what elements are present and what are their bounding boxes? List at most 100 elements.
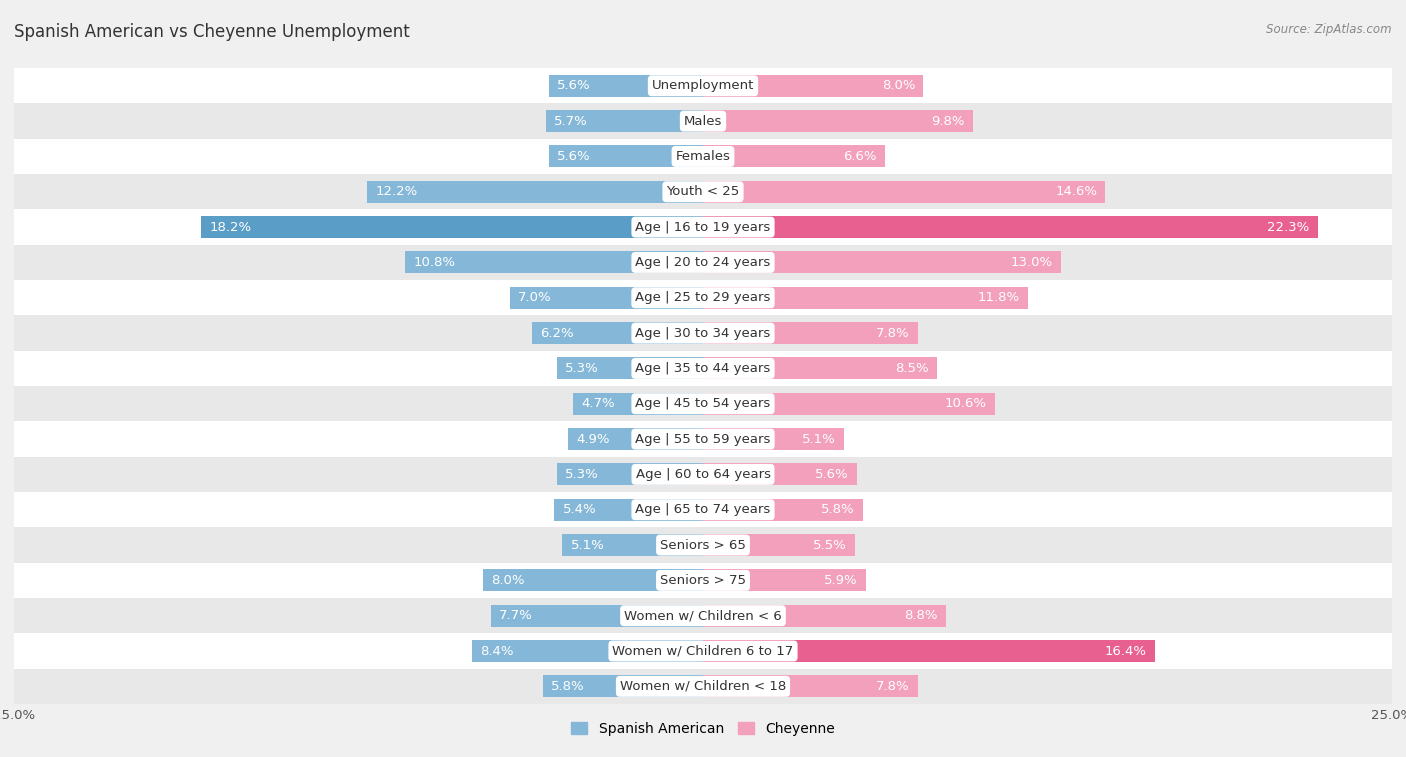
Bar bbox=[543, 675, 703, 697]
Text: 8.0%: 8.0% bbox=[882, 79, 915, 92]
Bar bbox=[703, 145, 884, 167]
Bar bbox=[14, 668, 1392, 704]
Text: 7.0%: 7.0% bbox=[519, 291, 553, 304]
Text: 5.8%: 5.8% bbox=[821, 503, 855, 516]
Bar bbox=[510, 287, 703, 309]
Text: 10.8%: 10.8% bbox=[413, 256, 456, 269]
Bar bbox=[14, 68, 1392, 104]
Bar bbox=[14, 456, 1392, 492]
Bar bbox=[405, 251, 703, 273]
Bar bbox=[703, 428, 844, 450]
Text: 8.4%: 8.4% bbox=[479, 644, 513, 658]
Text: 8.8%: 8.8% bbox=[904, 609, 938, 622]
Bar bbox=[703, 463, 858, 485]
Bar bbox=[14, 280, 1392, 316]
Text: Age | 65 to 74 years: Age | 65 to 74 years bbox=[636, 503, 770, 516]
Bar bbox=[14, 245, 1392, 280]
Text: 5.4%: 5.4% bbox=[562, 503, 596, 516]
Bar bbox=[491, 605, 703, 627]
Bar bbox=[471, 640, 703, 662]
Text: 5.3%: 5.3% bbox=[565, 468, 599, 481]
Bar bbox=[574, 393, 703, 415]
Text: 11.8%: 11.8% bbox=[977, 291, 1019, 304]
Bar bbox=[14, 139, 1392, 174]
Bar bbox=[14, 598, 1392, 634]
Bar bbox=[14, 174, 1392, 210]
Text: Age | 20 to 24 years: Age | 20 to 24 years bbox=[636, 256, 770, 269]
Text: Age | 16 to 19 years: Age | 16 to 19 years bbox=[636, 220, 770, 234]
Text: Age | 25 to 29 years: Age | 25 to 29 years bbox=[636, 291, 770, 304]
Bar bbox=[703, 181, 1105, 203]
Text: 4.9%: 4.9% bbox=[576, 432, 610, 446]
Bar bbox=[548, 145, 703, 167]
Bar bbox=[703, 499, 863, 521]
Bar bbox=[548, 75, 703, 97]
Text: 5.1%: 5.1% bbox=[801, 432, 835, 446]
Text: 5.5%: 5.5% bbox=[813, 538, 846, 552]
Text: 5.6%: 5.6% bbox=[557, 150, 591, 163]
Text: 5.9%: 5.9% bbox=[824, 574, 858, 587]
Text: 5.6%: 5.6% bbox=[557, 79, 591, 92]
Text: 5.3%: 5.3% bbox=[565, 362, 599, 375]
Text: Females: Females bbox=[675, 150, 731, 163]
Bar bbox=[703, 322, 918, 344]
Bar bbox=[562, 534, 703, 556]
Bar bbox=[367, 181, 703, 203]
Bar bbox=[14, 210, 1392, 245]
Bar bbox=[703, 75, 924, 97]
Text: Males: Males bbox=[683, 114, 723, 128]
Text: 6.2%: 6.2% bbox=[540, 326, 574, 340]
Bar bbox=[14, 386, 1392, 422]
Text: Seniors > 75: Seniors > 75 bbox=[659, 574, 747, 587]
Legend: Spanish American, Cheyenne: Spanish American, Cheyenne bbox=[565, 716, 841, 742]
Text: 10.6%: 10.6% bbox=[945, 397, 987, 410]
Bar bbox=[14, 562, 1392, 598]
Text: 22.3%: 22.3% bbox=[1267, 220, 1309, 234]
Text: 8.0%: 8.0% bbox=[491, 574, 524, 587]
Text: 6.6%: 6.6% bbox=[844, 150, 876, 163]
Bar bbox=[557, 357, 703, 379]
Text: 9.8%: 9.8% bbox=[931, 114, 965, 128]
Text: 7.8%: 7.8% bbox=[876, 326, 910, 340]
Text: Source: ZipAtlas.com: Source: ZipAtlas.com bbox=[1267, 23, 1392, 36]
Text: 7.8%: 7.8% bbox=[876, 680, 910, 693]
Bar bbox=[703, 640, 1154, 662]
Bar bbox=[703, 605, 945, 627]
Text: Women w/ Children < 6: Women w/ Children < 6 bbox=[624, 609, 782, 622]
Text: Women w/ Children 6 to 17: Women w/ Children 6 to 17 bbox=[613, 644, 793, 658]
Text: 5.7%: 5.7% bbox=[554, 114, 588, 128]
Bar bbox=[557, 463, 703, 485]
Bar bbox=[201, 217, 703, 238]
Bar bbox=[703, 111, 973, 132]
Bar bbox=[703, 534, 855, 556]
Text: 16.4%: 16.4% bbox=[1105, 644, 1147, 658]
Bar bbox=[703, 393, 995, 415]
Bar bbox=[554, 499, 703, 521]
Bar bbox=[14, 422, 1392, 456]
Bar bbox=[703, 251, 1062, 273]
Text: Age | 35 to 44 years: Age | 35 to 44 years bbox=[636, 362, 770, 375]
Text: 13.0%: 13.0% bbox=[1011, 256, 1053, 269]
Text: Age | 45 to 54 years: Age | 45 to 54 years bbox=[636, 397, 770, 410]
Bar bbox=[703, 569, 866, 591]
Bar bbox=[14, 528, 1392, 562]
Text: 7.7%: 7.7% bbox=[499, 609, 533, 622]
Text: 8.5%: 8.5% bbox=[896, 362, 929, 375]
Bar bbox=[14, 104, 1392, 139]
Text: 18.2%: 18.2% bbox=[209, 220, 252, 234]
Bar bbox=[14, 634, 1392, 668]
Text: Youth < 25: Youth < 25 bbox=[666, 185, 740, 198]
Bar bbox=[14, 316, 1392, 350]
Bar bbox=[703, 287, 1028, 309]
Text: 5.6%: 5.6% bbox=[815, 468, 849, 481]
Bar bbox=[14, 350, 1392, 386]
Text: 5.8%: 5.8% bbox=[551, 680, 585, 693]
Bar bbox=[482, 569, 703, 591]
Text: Women w/ Children < 18: Women w/ Children < 18 bbox=[620, 680, 786, 693]
Bar bbox=[14, 492, 1392, 528]
Text: 4.7%: 4.7% bbox=[582, 397, 616, 410]
Bar bbox=[546, 111, 703, 132]
Text: Age | 30 to 34 years: Age | 30 to 34 years bbox=[636, 326, 770, 340]
Bar bbox=[568, 428, 703, 450]
Text: Unemployment: Unemployment bbox=[652, 79, 754, 92]
